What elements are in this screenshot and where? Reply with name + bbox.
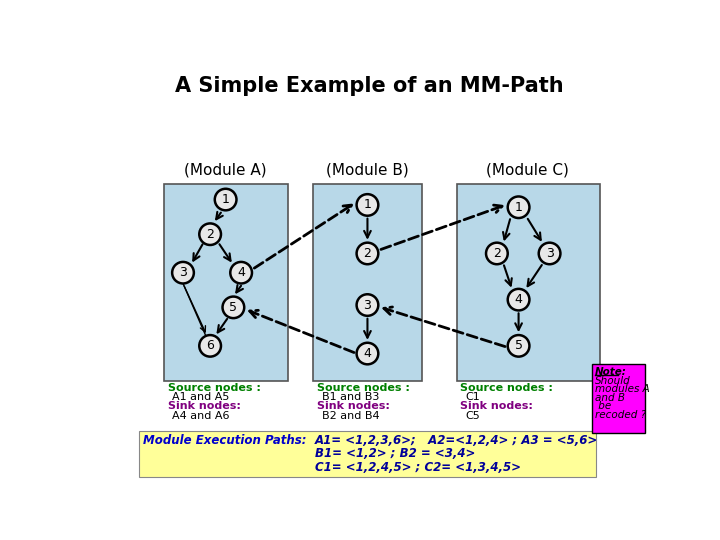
Text: 2: 2 [493, 247, 501, 260]
Text: 4: 4 [237, 266, 245, 279]
Text: Sink nodes:: Sink nodes: [168, 401, 240, 411]
Text: Source nodes :: Source nodes : [317, 383, 410, 393]
Text: 3: 3 [179, 266, 187, 279]
Text: Source nodes :: Source nodes : [461, 383, 554, 393]
Bar [593, 363, 645, 433]
Text: Note:: Note: [595, 367, 626, 377]
Bar [456, 184, 600, 381]
Text: 1: 1 [222, 193, 230, 206]
Text: (Module C): (Module C) [487, 163, 570, 178]
Text: Sink nodes:: Sink nodes: [317, 401, 390, 411]
Text: 3: 3 [546, 247, 554, 260]
Text: (Module A): (Module A) [184, 163, 267, 178]
Circle shape [508, 335, 529, 356]
Text: 4: 4 [515, 293, 523, 306]
Circle shape [172, 262, 194, 284]
Text: A1= <1,2,3,6>;   A2=<1,2,4> ; A3 = <5,6>: A1= <1,2,3,6>; A2=<1,2,4> ; A3 = <5,6> [315, 434, 598, 447]
Circle shape [539, 242, 560, 264]
Circle shape [356, 194, 378, 215]
Text: C1= <1,2,4,5> ; C2= <1,3,4,5>: C1= <1,2,4,5> ; C2= <1,3,4,5> [315, 461, 521, 474]
Text: 1: 1 [515, 201, 523, 214]
Bar [163, 184, 287, 381]
Text: C5: C5 [465, 410, 480, 421]
Circle shape [356, 242, 378, 264]
Text: 5: 5 [515, 339, 523, 353]
Bar [139, 430, 596, 477]
Text: 5: 5 [230, 301, 238, 314]
Text: B2 and B4: B2 and B4 [322, 410, 379, 421]
Text: B1= <1,2> ; B2 = <3,4>: B1= <1,2> ; B2 = <3,4> [315, 448, 475, 461]
Text: A Simple Example of an MM-Path: A Simple Example of an MM-Path [175, 76, 563, 96]
Circle shape [230, 262, 252, 284]
Text: A1 and A5: A1 and A5 [172, 392, 230, 402]
Text: 2: 2 [364, 247, 372, 260]
Bar [313, 184, 422, 381]
Circle shape [215, 189, 236, 211]
Text: 6: 6 [206, 339, 214, 353]
Text: and B: and B [595, 393, 624, 403]
Text: A4 and A6: A4 and A6 [172, 410, 230, 421]
Circle shape [486, 242, 508, 264]
Text: 2: 2 [206, 228, 214, 241]
Text: be: be [595, 401, 611, 411]
Text: recoded ?: recoded ? [595, 410, 646, 420]
Circle shape [356, 343, 378, 364]
Text: C1: C1 [465, 392, 480, 402]
Circle shape [199, 224, 221, 245]
Text: 4: 4 [364, 347, 372, 360]
Circle shape [508, 197, 529, 218]
Text: Module Execution Paths:: Module Execution Paths: [143, 434, 306, 447]
Circle shape [199, 335, 221, 356]
Text: 3: 3 [364, 299, 372, 312]
Text: modules A: modules A [595, 384, 649, 394]
Text: 1: 1 [364, 198, 372, 212]
Circle shape [356, 294, 378, 316]
Text: Should: Should [595, 376, 630, 386]
Text: (Module B): (Module B) [326, 163, 409, 178]
Circle shape [222, 296, 244, 318]
Text: Sink nodes:: Sink nodes: [461, 401, 534, 411]
Circle shape [508, 289, 529, 310]
Text: Source nodes :: Source nodes : [168, 383, 261, 393]
Text: B1 and B3: B1 and B3 [322, 392, 379, 402]
